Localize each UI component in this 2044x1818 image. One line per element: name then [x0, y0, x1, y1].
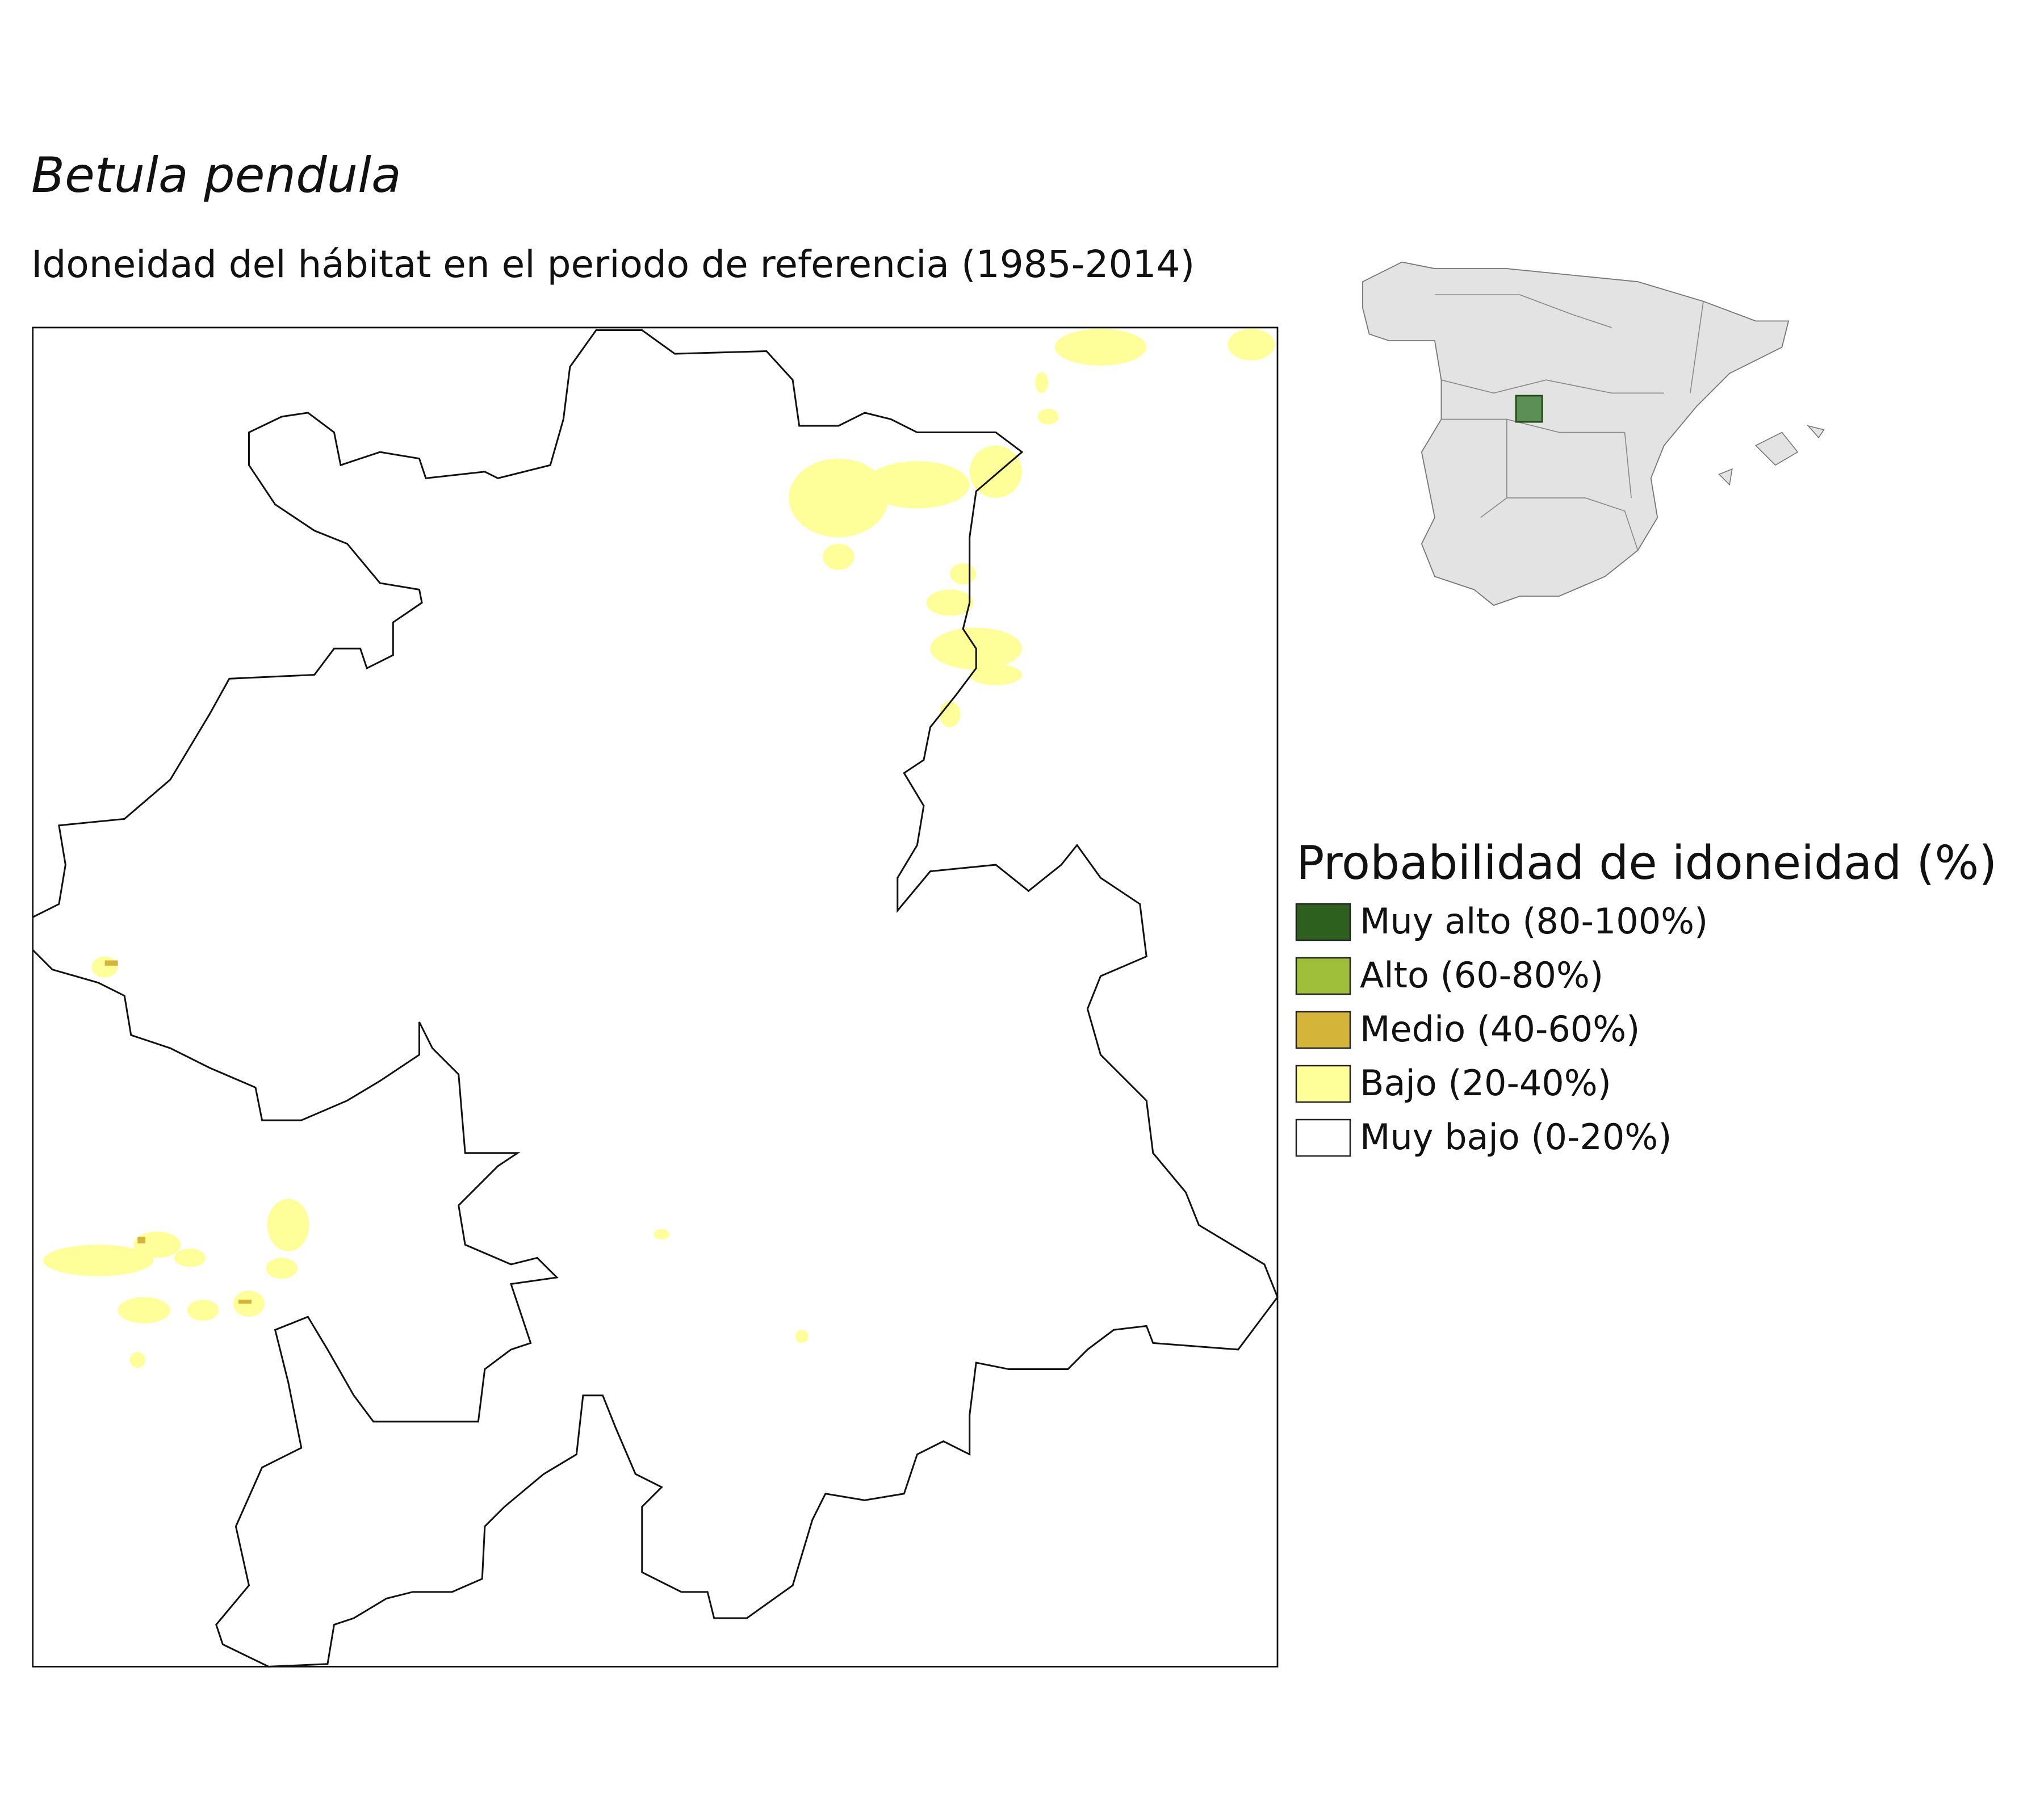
legend-label: Alto (60-80%)	[1360, 954, 1603, 996]
legend-label: Muy alto (80-100%)	[1360, 900, 1708, 942]
inset-map	[1362, 261, 1825, 606]
suitability-patches	[43, 329, 1275, 1368]
inset-islands	[1718, 425, 1825, 486]
inset-spain	[1362, 261, 1790, 606]
legend-swatch	[1295, 957, 1351, 995]
legend-swatch	[1295, 1119, 1351, 1157]
legend-swatch	[1295, 1011, 1351, 1049]
legend-label: Medio (40-60%)	[1360, 1008, 1640, 1050]
legend-label: Bajo (20-40%)	[1360, 1062, 1611, 1104]
title: Betula pendula	[31, 147, 401, 204]
map-frame	[32, 326, 1279, 1668]
legend-label: Muy bajo (0-20%)	[1360, 1116, 1672, 1158]
inset-highlight	[1515, 395, 1543, 423]
inset-regions	[1434, 294, 1704, 551]
medium-patches	[104, 960, 252, 1304]
legend: Probabilidad de idoneidad (%) Muy alto (…	[1295, 836, 1997, 1158]
main-map	[32, 261, 1825, 1668]
legend-swatch	[1295, 1065, 1351, 1103]
legend-title: Probabilidad de idoneidad (%)	[1296, 836, 1997, 890]
subtitle: Idoneidad del hábitat en el periodo de r…	[31, 242, 1195, 286]
region-boundary	[32, 329, 1279, 1668]
legend-swatch	[1295, 903, 1351, 941]
